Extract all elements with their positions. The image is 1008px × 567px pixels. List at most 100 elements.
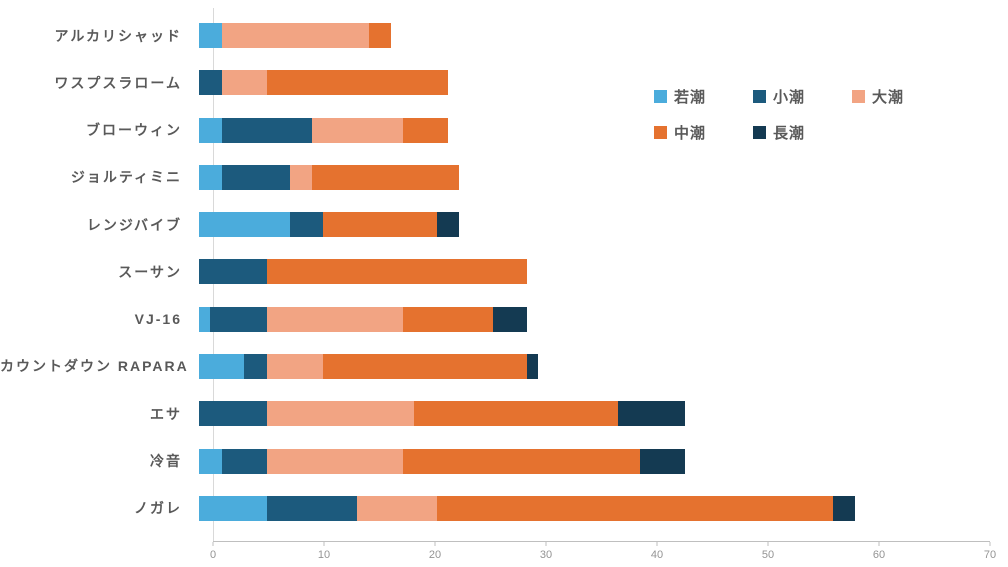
legend-swatch-icon xyxy=(753,90,767,103)
x-tick-label: 70 xyxy=(983,549,997,561)
bar-row: スーサン xyxy=(0,248,990,295)
bar-segment-大潮 xyxy=(221,70,267,96)
legend-label: 中潮 xyxy=(674,125,707,142)
bar-segment-若潮 xyxy=(199,117,222,143)
x-tick xyxy=(434,542,436,546)
bar-segment-若潮 xyxy=(199,23,222,49)
category-label: スーサン xyxy=(118,263,182,280)
legend-swatch-icon xyxy=(654,90,667,103)
x-tick-label: 30 xyxy=(539,549,553,561)
legend-item-中潮: 中潮 xyxy=(654,122,706,143)
legend-swatch-icon xyxy=(852,90,866,103)
x-tick xyxy=(212,542,214,546)
category-label: アルカリシャッド xyxy=(54,27,182,44)
bar-segment-長潮 xyxy=(832,495,856,521)
bar-segment-長潮 xyxy=(527,353,539,379)
category-label: VJ-16 xyxy=(134,311,182,328)
bar-segment-若潮 xyxy=(199,306,211,332)
bar-segment-中潮 xyxy=(266,70,448,96)
category-label: エサ xyxy=(150,405,182,422)
bar xyxy=(199,306,991,332)
bar-track xyxy=(198,164,991,190)
bar-segment-大潮 xyxy=(266,401,414,427)
bar-row: ノガレ xyxy=(0,485,990,532)
bar-segment-小潮 xyxy=(199,259,267,285)
bar-segment-大潮 xyxy=(266,306,403,332)
bar xyxy=(199,259,991,285)
bar-segment-中潮 xyxy=(402,117,448,143)
bar-track xyxy=(198,306,991,332)
bar-segment-大潮 xyxy=(289,164,313,190)
bar-segment-小潮 xyxy=(221,164,290,190)
bar-segment-中潮 xyxy=(323,212,437,238)
legend-item-大潮: 大潮 xyxy=(852,86,904,107)
bar-row: VJ-16 xyxy=(0,296,990,343)
bar-segment-長潮 xyxy=(436,212,460,238)
bar-segment-小潮 xyxy=(199,70,222,96)
bar xyxy=(199,70,991,96)
x-tick xyxy=(767,542,769,546)
legend-item-小潮: 小潮 xyxy=(753,86,805,107)
bar-segment-若潮 xyxy=(199,212,290,238)
bar-segment-中潮 xyxy=(402,448,641,474)
category-label: ブローウィン xyxy=(86,122,182,139)
bar-segment-中潮 xyxy=(436,495,833,521)
bar-segment-長潮 xyxy=(640,448,686,474)
category-label: レンジバイブ xyxy=(86,216,182,233)
bar-segment-大潮 xyxy=(266,353,324,379)
bar xyxy=(199,212,991,238)
bar-track xyxy=(198,23,991,49)
category-label: 冷音 xyxy=(150,453,182,470)
bar-row: カウントダウン RAPARA xyxy=(0,343,990,390)
legend-label: 若潮 xyxy=(674,89,707,106)
bar xyxy=(199,448,991,474)
x-tick-label: 40 xyxy=(650,549,664,561)
bar xyxy=(199,23,991,49)
bar-row: ブローウィン xyxy=(0,107,990,154)
bar-segment-小潮 xyxy=(210,306,267,332)
bar-segment-小潮 xyxy=(221,117,313,143)
bar-segment-長潮 xyxy=(617,401,686,427)
category-label: ジョルティミニ xyxy=(70,169,182,186)
x-tick xyxy=(545,542,547,546)
bar-track xyxy=(198,448,991,474)
bar-track xyxy=(198,259,991,285)
bar-segment-若潮 xyxy=(199,353,245,379)
bar-segment-小潮 xyxy=(199,401,267,427)
bar-segment-若潮 xyxy=(199,495,267,521)
bar xyxy=(199,495,991,521)
x-tick xyxy=(656,542,658,546)
legend-label: 小潮 xyxy=(773,89,806,106)
legend-item-長潮: 長潮 xyxy=(753,122,805,143)
legend-swatch-icon xyxy=(654,126,667,139)
bar-segment-小潮 xyxy=(266,495,358,521)
x-tick xyxy=(989,542,991,546)
bar-segment-若潮 xyxy=(199,448,222,474)
bar-row: 冷音 xyxy=(0,437,990,484)
legend-label: 大潮 xyxy=(872,89,905,106)
bar-row: エサ xyxy=(0,390,990,437)
bar-track xyxy=(198,117,991,143)
bar-segment-大潮 xyxy=(221,23,369,49)
bar-segment-大潮 xyxy=(266,448,403,474)
category-label: ノガレ xyxy=(134,500,182,517)
x-tick-label: 20 xyxy=(428,549,442,561)
bar xyxy=(199,117,991,143)
category-label: カウントダウン RAPARA xyxy=(0,358,189,375)
bar xyxy=(199,164,991,190)
bar-segment-中潮 xyxy=(368,23,392,49)
legend-label: 長潮 xyxy=(773,125,806,142)
legend-swatch-icon xyxy=(753,126,767,139)
x-tick-label: 60 xyxy=(872,549,886,561)
bar-segment-中潮 xyxy=(402,306,494,332)
bar-segment-大潮 xyxy=(312,117,403,143)
bar-row: レンジバイブ xyxy=(0,201,990,248)
bar-track xyxy=(198,495,991,521)
bar-segment-小潮 xyxy=(289,212,324,238)
bar-segment-中潮 xyxy=(312,164,460,190)
bar-track xyxy=(198,70,991,96)
bar-track xyxy=(198,353,991,379)
bar xyxy=(199,353,991,379)
x-tick-label: 50 xyxy=(761,549,775,561)
